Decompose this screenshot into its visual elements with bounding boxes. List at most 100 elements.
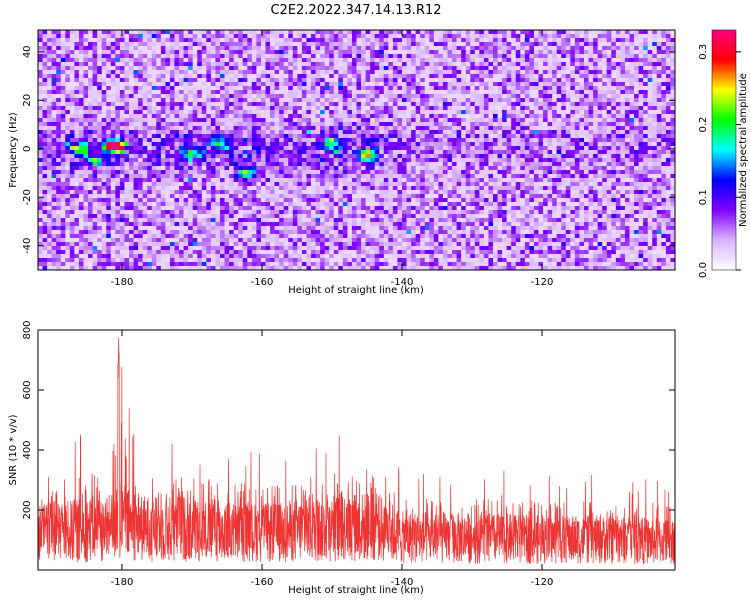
spectrogram-cell xyxy=(288,50,294,55)
spectrogram-cell xyxy=(274,30,280,35)
spectrogram-cell xyxy=(151,166,157,171)
spectrogram-cell xyxy=(474,106,480,111)
spectrogram-cell xyxy=(447,134,453,139)
spectrogram-cell xyxy=(42,126,48,131)
spectrogram-cell xyxy=(515,42,521,47)
spectrogram-cell xyxy=(179,110,184,115)
spectrogram-cell xyxy=(156,102,162,107)
spectrogram-cell xyxy=(306,146,312,151)
spectrogram-cell xyxy=(147,102,153,107)
spectrogram-cell xyxy=(215,70,221,75)
spectrogram-cell xyxy=(661,130,667,135)
spectrogram-cell xyxy=(356,54,362,59)
spectrogram-cell xyxy=(361,70,366,75)
spectrogram-cell xyxy=(38,38,43,43)
spectrogram-cell xyxy=(615,62,621,67)
spectrogram-cell xyxy=(383,130,389,135)
spectrogram-cell xyxy=(543,42,548,47)
spectrogram-cell xyxy=(101,114,107,119)
spectrogram-cell xyxy=(124,50,130,55)
spectrogram-cell xyxy=(38,94,43,99)
spectrogram-cell xyxy=(69,122,75,127)
spectrogram-cell xyxy=(160,170,166,175)
spectrogram-cell xyxy=(593,58,598,63)
spectrogram-cell xyxy=(479,166,485,171)
spectrogram-cell xyxy=(356,34,362,39)
spectrogram-cell xyxy=(543,102,548,107)
spectrogram-cell xyxy=(656,126,662,131)
spectrogram-cell xyxy=(51,146,57,151)
spectrogram-cell xyxy=(129,94,134,99)
spectrogram-cell xyxy=(561,118,567,123)
spectrogram-cell xyxy=(101,150,107,155)
spectrogram-cell xyxy=(51,170,57,175)
spectrogram-cell xyxy=(511,54,517,59)
spectrogram-cell xyxy=(270,158,275,163)
spectrogram-cell xyxy=(329,98,335,103)
spectrogram-cell xyxy=(370,150,375,155)
spectrogram-cell xyxy=(374,102,380,107)
spectrogram-cell xyxy=(60,162,66,167)
spectrogram-cell xyxy=(42,130,48,135)
spectrogram-cell xyxy=(247,70,253,75)
spectrogram-cell xyxy=(597,78,603,83)
spectrogram-cell xyxy=(456,78,462,83)
spectrogram-cell xyxy=(383,78,389,83)
spectrogram-cell xyxy=(665,90,671,95)
spectrogram-cell xyxy=(333,146,339,151)
spectrogram-cell xyxy=(65,94,71,99)
spectrogram-cell xyxy=(260,58,266,63)
spectrogram-cell xyxy=(588,114,594,119)
spectrogram-cell xyxy=(347,82,353,87)
spectrogram-cell xyxy=(429,130,435,135)
spectrogram-cell xyxy=(197,90,203,95)
spectrogram-cell xyxy=(197,62,203,67)
spectrogram-cell xyxy=(329,142,335,147)
spectrogram-cell xyxy=(497,74,503,79)
spectrogram-cell xyxy=(588,54,594,59)
spectrogram-cell xyxy=(533,158,539,163)
spectrogram-cell xyxy=(620,158,626,163)
spectrogram-cell xyxy=(638,130,644,135)
spectrogram-cell xyxy=(101,38,107,43)
spectrogram-cell xyxy=(561,158,567,163)
spectrogram-cell xyxy=(242,62,248,67)
spectrogram-cell xyxy=(229,110,234,115)
spectrogram-cell xyxy=(547,38,553,43)
spectrogram-cell xyxy=(260,118,266,123)
spectrogram-cell xyxy=(351,66,357,71)
spectrogram-cell xyxy=(256,98,262,103)
spectrogram-cell xyxy=(502,38,507,43)
spectrogram-cell xyxy=(251,74,257,79)
spectrogram-cell xyxy=(570,42,576,47)
spectrogram-cell xyxy=(347,162,353,167)
spectrogram-cell xyxy=(224,134,230,139)
spectrogram-cell xyxy=(392,138,398,143)
spectrogram-cell xyxy=(502,94,507,99)
spectrogram-cell xyxy=(584,86,589,91)
spectrogram-cell xyxy=(142,30,148,35)
spectrogram-cell xyxy=(497,150,503,155)
spectrogram-cell xyxy=(138,42,143,47)
spectrogram-cell xyxy=(270,70,275,75)
spectrogram-cell xyxy=(433,66,439,71)
spectrogram-cell xyxy=(260,158,266,163)
spectrogram-cell xyxy=(206,146,212,151)
spectrogram-cell xyxy=(210,166,216,171)
spectrogram-cell xyxy=(270,110,275,115)
spectrogram-cell xyxy=(311,66,316,71)
spectrogram-cell xyxy=(442,86,448,91)
spectrogram-cell xyxy=(620,166,626,171)
spectrogram-cell xyxy=(493,74,498,79)
spectrogram-cell xyxy=(183,122,189,127)
spectrogram-cell xyxy=(147,86,153,91)
spectrogram-cell xyxy=(265,94,271,99)
spectrogram-cell xyxy=(424,130,430,135)
spectrogram-cell xyxy=(174,130,180,135)
spectrogram-cell xyxy=(597,142,603,147)
spectrogram-cell xyxy=(251,94,257,99)
spectrogram-cell xyxy=(88,142,93,147)
spectrogram-cell xyxy=(533,118,539,123)
spectrogram-cell xyxy=(110,130,116,135)
spectrogram-cell xyxy=(584,158,589,163)
